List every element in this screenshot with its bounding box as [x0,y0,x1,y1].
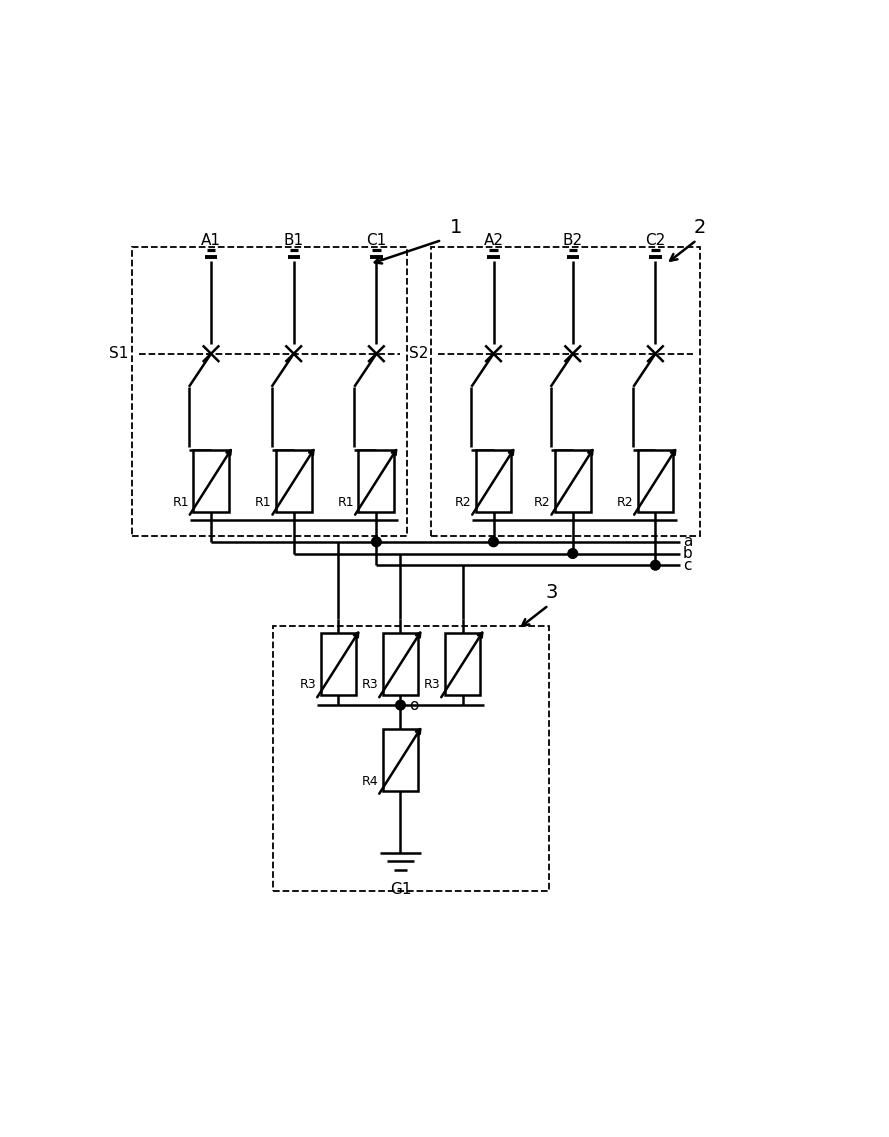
Bar [276,450,312,512]
Text: R1: R1 [338,496,355,508]
Bar [358,450,395,512]
Text: R3: R3 [424,679,440,691]
Text: C1: C1 [366,233,387,248]
Bar [476,450,511,512]
Bar [555,450,590,512]
Bar [382,633,419,695]
Text: o: o [409,698,418,713]
Bar [273,625,549,891]
Text: 1: 1 [450,217,461,236]
Circle shape [568,549,578,558]
Circle shape [372,537,381,547]
Bar [431,247,701,537]
Text: R1: R1 [255,496,272,508]
Text: A2: A2 [484,233,503,248]
Text: R2: R2 [455,496,471,508]
Bar [132,247,407,537]
Bar [382,729,419,791]
Text: c: c [683,558,692,573]
Text: S1: S1 [109,346,128,362]
Text: B1: B1 [284,233,304,248]
Text: B2: B2 [563,233,583,248]
Bar [637,450,673,512]
Text: R2: R2 [617,496,633,508]
Circle shape [396,700,405,709]
Text: R3: R3 [300,679,316,691]
Text: R3: R3 [362,679,379,691]
Text: b: b [683,546,693,561]
Text: R2: R2 [534,496,550,508]
Bar [193,450,229,512]
Bar [321,633,356,695]
Text: R1: R1 [172,496,189,508]
Text: S2: S2 [409,346,428,362]
Text: R4: R4 [362,774,379,788]
Text: C2: C2 [645,233,666,248]
Text: 3: 3 [546,583,558,601]
Text: 2: 2 [694,217,707,236]
Circle shape [489,537,499,547]
Text: A1: A1 [201,233,221,248]
Text: G1: G1 [389,881,412,897]
Circle shape [651,561,661,570]
Bar [444,633,480,695]
Text: a: a [683,534,693,549]
